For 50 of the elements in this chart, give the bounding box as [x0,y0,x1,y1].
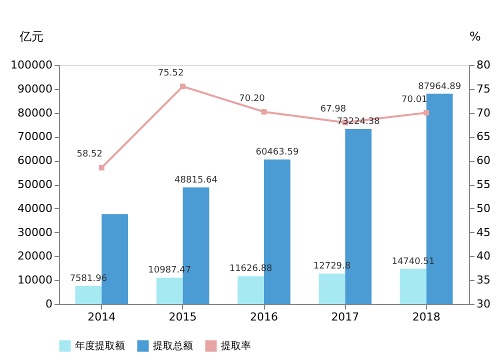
data-label: 60463.59 [256,147,299,158]
bar [400,268,426,304]
y-tick-label: 50000 [18,178,52,191]
y-tick-label: 60000 [18,154,52,168]
data-label: 87964.89 [418,82,462,92]
data-label: 70.01 [401,94,428,105]
y2-tick-label: 70 [476,106,490,120]
y2-tick-label: 80 [476,58,490,72]
y2-tick-label: 75 [476,82,490,96]
y-tick-label: 10000 [18,274,52,287]
point [424,110,430,116]
x-tick-label: 2015 [168,310,197,324]
data-label: 73224.38 [336,116,380,127]
y2-tick-label: 35 [476,274,490,287]
bar [318,274,346,304]
y-tick-label: 30000 [18,226,52,239]
data-label: 58.52 [76,150,103,160]
data-label: 70.20 [239,94,266,104]
data-label: 75.52 [158,68,184,78]
point [261,109,267,115]
bar [156,278,183,304]
point [98,164,104,170]
legend-label: 提取总额 [153,340,193,352]
bar [75,286,102,304]
legend-label: 提取率 [221,340,251,352]
bar [238,276,264,304]
y-tick-label: 90000 [18,82,52,96]
y2-tick-label: 50 [476,202,490,215]
x-tick-label: 2017 [331,310,360,324]
x-tick-label: 2014 [88,310,116,324]
y2-tick-label: 60 [476,154,490,168]
y-tick-label: 40000 [18,202,52,215]
y-tick-label: 0 [46,298,52,310]
y-tick-label: 100000 [10,58,52,72]
y2-axis-title: % [470,30,481,44]
data-label: 48815.64 [174,175,218,186]
y2-tick-label: 40 [476,250,490,263]
point [180,84,186,90]
y-tick-label: 20000 [18,250,52,263]
y2-tick-label: 30 [476,298,490,310]
legend-label: 年度提取额 [75,340,125,352]
x-tick-label: 2018 [412,310,440,324]
x-tick-label: 2016 [250,310,278,324]
y-axis-title: 亿元 [18,30,44,44]
y-tick-label: 70000 [18,130,52,144]
y2-tick-label: 55 [476,178,490,191]
data-label: 67.98 [320,104,346,114]
y-tick-label: 80000 [18,106,52,120]
y2-tick-label: 65 [476,130,490,144]
y2-tick-label: 45 [476,226,490,239]
